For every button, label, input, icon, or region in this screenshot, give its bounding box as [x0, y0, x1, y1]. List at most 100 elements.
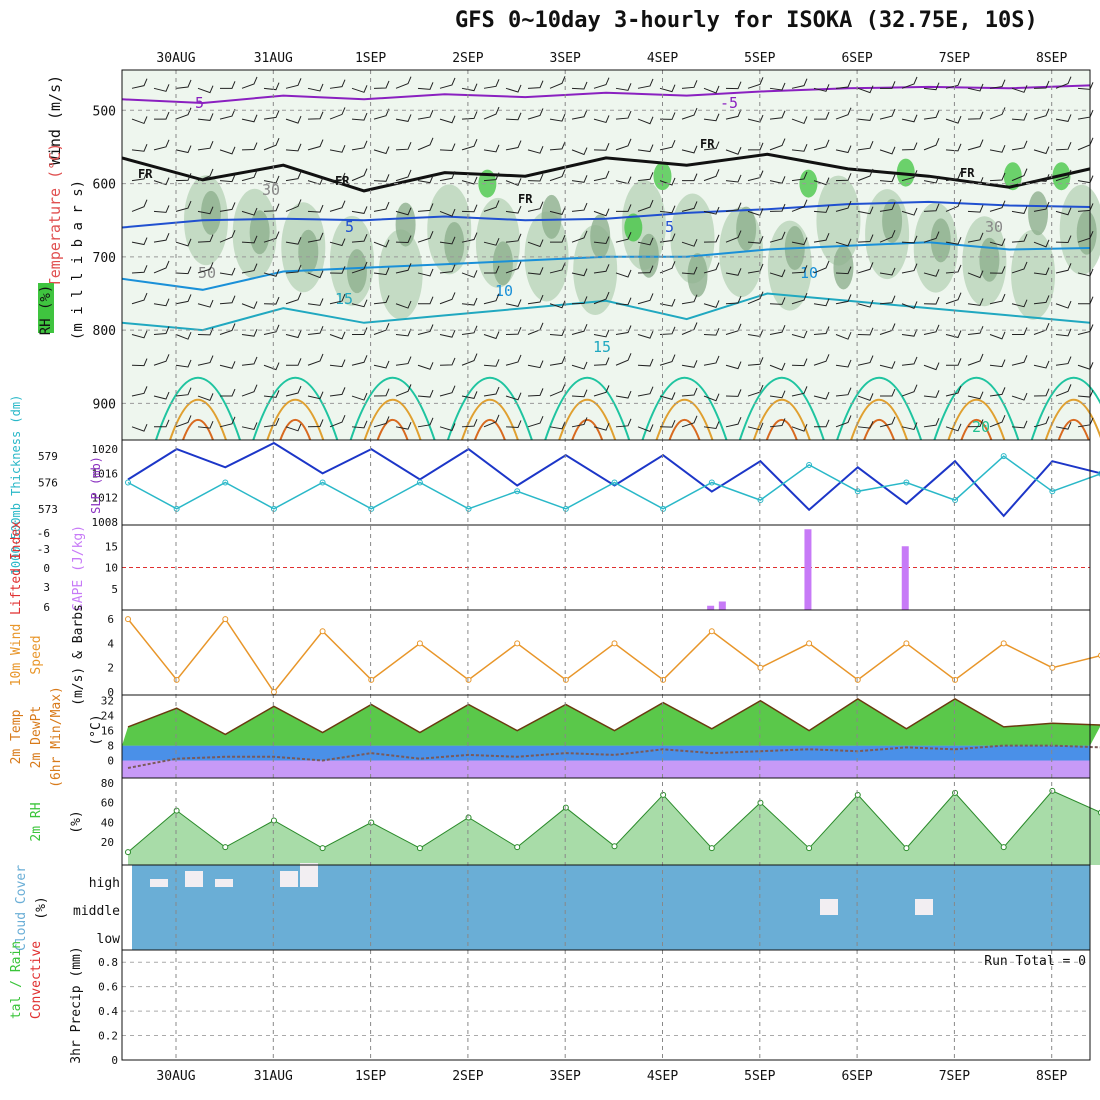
wind-barb: [967, 270, 984, 279]
rh-axis-label: RH (%): [38, 285, 54, 336]
wind-barb: [791, 330, 808, 339]
wind-barb: [505, 420, 522, 428]
wind-barb: [725, 361, 742, 370]
wind-barb: [879, 361, 896, 369]
wind-barb: [241, 384, 258, 397]
wind-barb: [439, 357, 456, 366]
wind-barb: [505, 233, 522, 243]
wind-barb: [791, 265, 808, 274]
wind-barb: [131, 237, 148, 246]
wind-barb: [527, 388, 544, 397]
rh2m-point: [368, 819, 375, 826]
wind-barb: [967, 111, 984, 120]
rh-high-cell: [799, 169, 818, 198]
wind-barb: [241, 142, 258, 151]
wind-barb: [769, 418, 786, 428]
isotherm-15-dome: [544, 376, 631, 441]
top-date-label: 8SEP: [1036, 51, 1067, 66]
wind-barb: [373, 201, 390, 212]
wind-barb: [769, 362, 786, 371]
wind-barb: [769, 231, 786, 243]
wind-barb: [549, 300, 566, 309]
wind-barb: [241, 301, 258, 310]
rh-core: [249, 210, 270, 255]
wind-barb: [681, 266, 698, 275]
wind-barb: [263, 137, 280, 151]
wind-barb: [1055, 169, 1072, 182]
wind-barb: [923, 417, 940, 428]
wind10-point: [757, 664, 764, 671]
wind-barb: [285, 199, 302, 212]
minmax-axis-label: (6hr Min/Max): [49, 686, 64, 788]
wind-barb: [967, 391, 984, 400]
wind-barb: [285, 143, 302, 152]
contour-label: 30: [985, 218, 1003, 236]
top-date-label: 5SEP: [744, 51, 775, 66]
wind-barb: [725, 389, 742, 397]
wind-barb: [153, 232, 170, 243]
pressure-tick-label: 600: [93, 178, 116, 193]
wind-barb: [681, 145, 698, 154]
wind-barb: [637, 386, 654, 397]
cape-axis-label: CAPE (J/kg): [71, 525, 86, 611]
wind-barb: [439, 143, 456, 152]
wind-barb: [681, 322, 698, 335]
wind-barb: [857, 234, 874, 243]
rh-core: [541, 194, 562, 239]
wind-barb: [175, 145, 192, 154]
contour-label: 50: [198, 264, 216, 282]
wind-barb: [901, 263, 918, 274]
li-tick-label: -3: [37, 543, 50, 556]
wind-barb: [923, 82, 940, 91]
wind10-point: [660, 676, 667, 683]
pressure-axis-label: (m i l l i b a r s): [70, 180, 86, 340]
wind-barb: [351, 85, 368, 93]
wind-barb: [285, 330, 302, 339]
wind-barb: [945, 423, 962, 432]
wind-barb: [131, 423, 148, 432]
wind10-point: [173, 676, 180, 683]
top-date-label: 6SEP: [841, 51, 872, 66]
wind10-point: [319, 628, 326, 635]
contour-label: 20: [972, 418, 990, 436]
wind-barb: [131, 171, 148, 182]
wind10-point: [708, 628, 715, 635]
wind-barb: [461, 204, 478, 213]
wind-barb: [527, 201, 544, 212]
wind-barb: [527, 173, 544, 182]
wind-barb: [725, 109, 742, 120]
wind-barb: [1011, 140, 1028, 151]
wind10-point: [952, 676, 959, 683]
wind-barb: [483, 79, 500, 89]
wind10-point: [1049, 664, 1056, 671]
wind-barb: [879, 108, 896, 120]
wind-barb: [945, 330, 962, 339]
wind-barb: [417, 203, 434, 212]
wind-barb: [197, 85, 214, 94]
wind-barb: [197, 113, 214, 121]
wind-barb: [417, 82, 434, 90]
wind-barb: [329, 144, 346, 153]
wind-barb: [153, 205, 170, 213]
wind-barb: [769, 390, 786, 399]
thickness-point: [611, 479, 618, 486]
wind-barb: [549, 328, 566, 337]
wind-barb: [615, 138, 632, 151]
wind-barb: [307, 83, 324, 92]
wind-barb: [703, 85, 720, 94]
wind-barb: [285, 264, 302, 274]
wind-barb: [241, 356, 258, 366]
wind-barb: [505, 299, 522, 307]
wind-barb: [131, 358, 148, 367]
wind-barb: [593, 208, 610, 217]
wind-barb: [395, 169, 412, 182]
wind-barb: [549, 141, 566, 151]
wind-barb: [835, 387, 852, 397]
thickness-point: [952, 497, 959, 504]
wind-barb: [307, 419, 324, 428]
wind-barb: [835, 173, 852, 182]
wind-barb: [681, 415, 698, 428]
wind-barb: [285, 171, 302, 182]
wind-barb: [813, 232, 830, 243]
wind-barb: [461, 232, 478, 243]
